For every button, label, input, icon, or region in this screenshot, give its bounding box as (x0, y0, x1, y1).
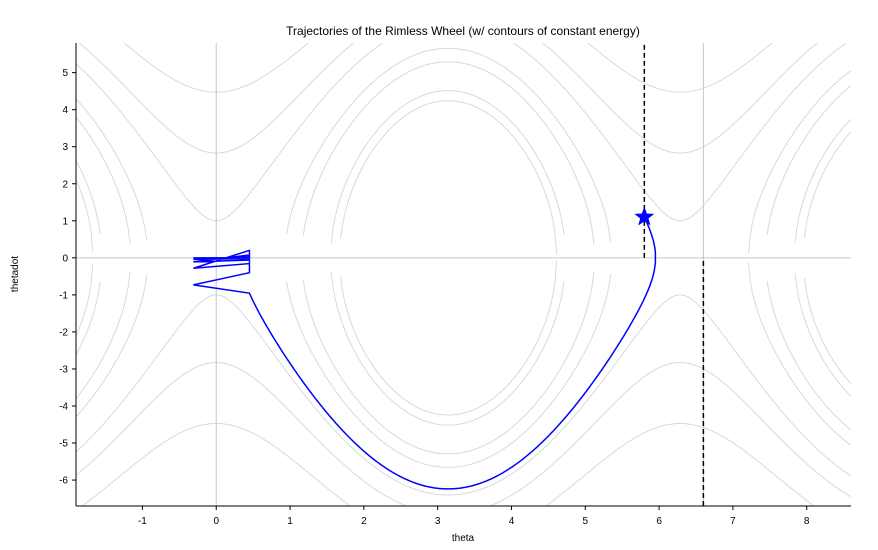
energy-contours (76, 43, 851, 506)
x-tick-label-7: 6 (656, 516, 662, 527)
axes: -1 0 1 2 3 4 5 6 7 8 5 4 3 2 1 0 -1 -2 -3 -4 -5 -6 (59, 43, 851, 527)
contour-line-4-lower (76, 294, 851, 496)
x-tick-label-1: 0 (213, 516, 219, 527)
y-tick-label-6: -1 (59, 290, 68, 301)
y-tick-label-8: -3 (59, 364, 68, 375)
y-tick-label-2: 3 (62, 142, 68, 153)
start-marker (634, 206, 655, 226)
contour-line-2-lower (76, 271, 851, 455)
contour-line-5-lower (76, 362, 851, 506)
contour-line-4-upper (76, 43, 848, 222)
x-tick-label-0: -1 (138, 516, 147, 527)
start-star-marker (634, 206, 655, 226)
y-tick-label-9: -4 (59, 401, 68, 412)
y-tick-label-7: -2 (59, 327, 68, 338)
contour-line-3-lower (76, 262, 851, 468)
contour-line-6-upper (123, 43, 773, 93)
x-tick-label-9: 8 (804, 516, 810, 527)
contour-line-1-lower (76, 271, 851, 426)
y-tick-label-10: -5 (59, 439, 68, 450)
contour-line-0-upper (76, 100, 851, 255)
x-tick-label-5: 4 (509, 516, 515, 527)
dashed-lines (643, 43, 705, 506)
grid-lines (76, 43, 851, 506)
x-tick-label-4: 3 (435, 516, 441, 527)
y-axis-label: thetadot (10, 256, 21, 292)
y-tick-label-4: 1 (62, 216, 68, 227)
x-tick-label-8: 7 (730, 516, 736, 527)
contour-line-1-upper (76, 90, 851, 244)
y-tick-label-3: 2 (62, 179, 68, 190)
contour-line-2-upper (76, 61, 851, 245)
x-axis-label: theta (452, 533, 475, 544)
y-tick-label-0: 5 (62, 68, 68, 79)
x-tick-label-3: 2 (361, 516, 367, 527)
x-tick-label-6: 5 (583, 516, 589, 527)
contour-line-5-upper (78, 43, 818, 154)
contour-line-0-lower (76, 260, 851, 416)
y-tick-label-11: -6 (59, 476, 68, 487)
trajectory-line (193, 216, 657, 490)
contour-line-6-lower (81, 422, 816, 506)
chart-title: Trajectories of the Rimless Wheel (w/ co… (286, 24, 640, 38)
trajectory (193, 216, 657, 490)
y-tick-label-5: 0 (62, 253, 68, 264)
x-tick-label-2: 1 (287, 516, 293, 527)
y-tick-label-1: 4 (62, 105, 68, 116)
contour-line-3-upper (76, 47, 851, 254)
